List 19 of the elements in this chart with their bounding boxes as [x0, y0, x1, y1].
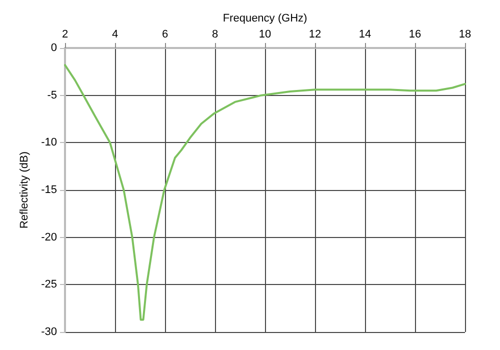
x-tick-label: 14	[358, 28, 372, 40]
line-series	[64, 64, 466, 321]
y-tick-label: -5	[47, 89, 57, 102]
x-tick-label: 6	[162, 28, 168, 40]
y-tick-label: -20	[41, 231, 57, 244]
y-tick-label: -15	[41, 184, 57, 196]
x-tick-label: 8	[212, 28, 218, 40]
x-axis-title: Frequency (GHz)	[222, 12, 308, 25]
y-tick-label: -30	[41, 326, 57, 338]
x-tick-label: 16	[408, 28, 422, 40]
x-tick-label: 18	[458, 28, 472, 40]
x-tick-label: 10	[258, 28, 272, 40]
x-tick-label: 4	[112, 28, 118, 40]
y-tick-label: 0	[50, 42, 57, 54]
x-tick-label: 12	[308, 28, 322, 40]
x-tick-label: 2	[62, 28, 68, 40]
y-tick-label: -10	[41, 136, 57, 149]
y-axis-title: Reflectivity (dB)	[18, 151, 31, 229]
y-tick-label: -25	[41, 278, 57, 291]
